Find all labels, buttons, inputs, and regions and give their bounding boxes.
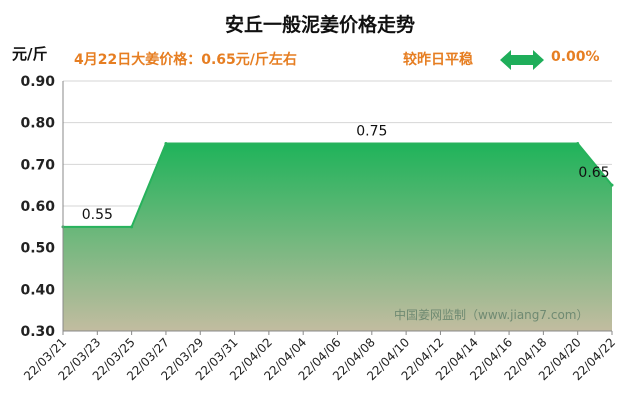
data-label: 0.55 — [82, 207, 113, 223]
y-tick-label: 0.40 — [20, 282, 55, 298]
y-tick-label: 0.70 — [20, 157, 55, 173]
y-tick-label: 0.50 — [20, 241, 55, 257]
data-point — [576, 142, 580, 145]
data-point — [130, 225, 134, 229]
compare-value: 0.00% — [551, 49, 600, 65]
compare-label: 较昨日平稳 — [403, 52, 473, 68]
x-tick-labels: 22/03/2122/03/2322/03/2522/03/2722/03/29… — [21, 331, 618, 383]
y-tick-labels: 0.90 0.80 0.70 0.60 0.50 0.40 0.30 — [20, 74, 55, 340]
data-label: 0.75 — [356, 124, 387, 140]
y-tick-label: 0.90 — [20, 74, 55, 90]
y-tick-label: 0.80 — [20, 116, 55, 132]
y-tick-label: 0.30 — [20, 324, 55, 340]
price-area — [63, 143, 612, 331]
double-arrow-icon — [500, 50, 544, 70]
chart-title: 安丘一般泥姜价格走势 — [224, 14, 415, 36]
watermark: 中国姜网监制（www.jiang7.com） — [394, 307, 588, 322]
y-axis-unit: 元/斤 — [12, 45, 48, 63]
data-point — [164, 142, 168, 145]
data-labels: 0.55 0.75 0.65 — [82, 124, 610, 223]
data-point — [610, 183, 614, 187]
data-label: 0.65 — [578, 165, 609, 181]
price-note: 4月22日大姜价格：0.65元/斤左右 — [74, 52, 297, 68]
y-tick-label: 0.60 — [20, 199, 55, 215]
